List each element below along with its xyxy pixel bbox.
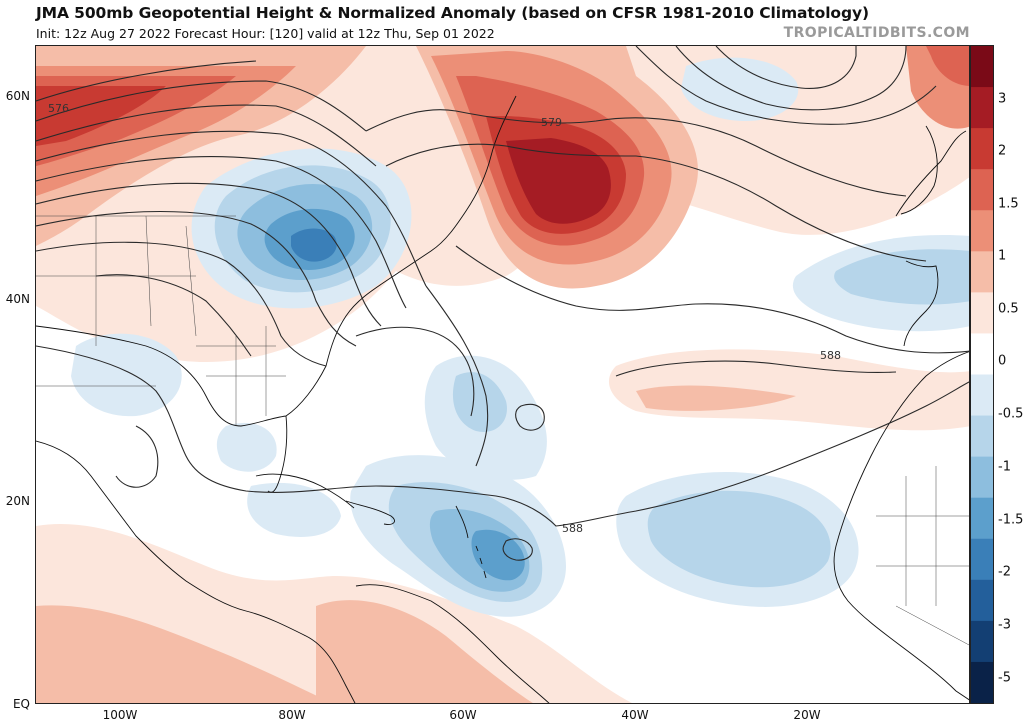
colorbar-swatch (971, 415, 993, 458)
colorbar-label-neg3: -3 (998, 617, 1011, 633)
colorbar-swatches (971, 46, 993, 704)
colorbar-label-1: 1 (998, 248, 1007, 264)
colorbar-label-2: 2 (998, 143, 1007, 159)
colorbar-swatch (971, 333, 993, 376)
colorbar-swatch (971, 251, 993, 293)
lat-label-20n: 20N (5, 494, 30, 508)
lon-label-60w: 60W (449, 708, 477, 722)
colorbar-label-neg0.5: -0.5 (998, 406, 1024, 422)
colorbar-label-0.5: 0.5 (998, 301, 1019, 317)
lon-label-80w: 80W (278, 708, 306, 722)
anomaly-map: 576 579 588 588 (35, 45, 970, 704)
contour-label-576: 576 (48, 102, 69, 115)
lon-label-20w: 20W (793, 708, 821, 722)
colorbar-label-3: 3 (998, 91, 1007, 107)
lat-label-eq: EQ (12, 697, 30, 711)
colorbar-label-neg1: -1 (998, 459, 1011, 475)
lon-label-100w: 100W (102, 708, 138, 722)
map-canvas: 576 579 588 588 (36, 46, 969, 703)
map-subtitle: Init: 12z Aug 27 2022 Forecast Hour: [12… (36, 26, 495, 41)
negative-anomaly-fill (71, 57, 969, 617)
colorbar-swatch (971, 620, 993, 663)
colorbar-swatch (971, 661, 993, 704)
height-contours (36, 46, 969, 561)
colorbar-swatch (971, 292, 993, 335)
lat-label-40n: 40N (5, 292, 30, 306)
colorbar-swatch (971, 87, 993, 129)
colorbar-svg (971, 46, 993, 704)
colorbar-swatch (971, 169, 993, 211)
lon-label-40w: 40W (621, 708, 649, 722)
colorbar-label-1.5: 1.5 (998, 196, 1019, 212)
colorbar-swatch (971, 374, 993, 417)
lat-label-60n: 60N (5, 89, 30, 103)
colorbar-swatch (971, 456, 993, 499)
colorbar-label-neg1.5: -1.5 (998, 512, 1024, 528)
political-boundaries (36, 215, 969, 646)
colorbar-swatch (971, 497, 993, 540)
colorbar-label-neg5: -5 (998, 670, 1011, 686)
colorbar-swatch (971, 46, 993, 88)
brand-watermark[interactable]: TROPICALTIDBITS.COM (783, 25, 970, 41)
colorbar-swatch (971, 128, 993, 170)
coastlines (36, 95, 969, 703)
colorbar-label-neg2: -2 (998, 564, 1011, 580)
colorbar-swatch (971, 210, 993, 252)
anomaly-colorbar (970, 45, 994, 704)
contour-label-579: 579 (541, 116, 562, 129)
colorbar-swatch (971, 579, 993, 622)
colorbar-label-0: 0 (998, 353, 1007, 369)
contour-label-588-south: 588 (562, 522, 583, 535)
colorbar-swatch (971, 538, 993, 581)
map-title: JMA 500mb Geopotential Height & Normaliz… (36, 4, 869, 22)
contour-label-588-east: 588 (820, 349, 841, 362)
contour-label-group: 576 579 588 588 (48, 102, 841, 535)
